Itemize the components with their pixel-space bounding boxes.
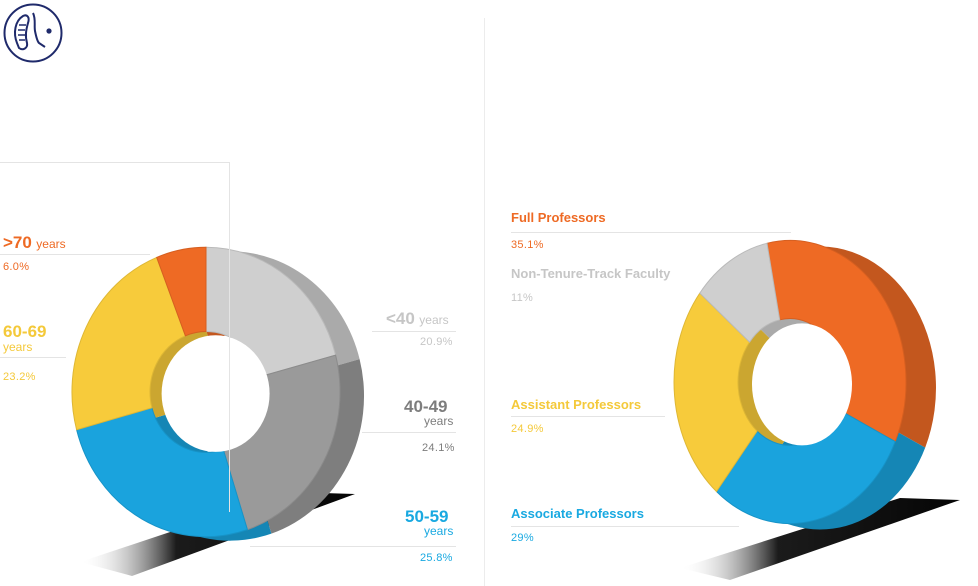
- panel-divider: [484, 18, 485, 586]
- label-60-69-unit: years: [3, 340, 33, 354]
- value-full-professors: 35.1%: [511, 239, 544, 251]
- label-full-professors: Full Professors: [511, 210, 606, 225]
- label-non-tenure-track: Non-Tenure-Track Faculty: [511, 266, 671, 281]
- guide-line: [511, 526, 739, 527]
- value-40-49: 24.1%: [422, 442, 455, 454]
- value-over-70: 6.0%: [3, 261, 30, 273]
- label-associate-professors: Associate Professors: [511, 506, 644, 521]
- label-under-40: <40 years: [386, 310, 449, 328]
- faculty-donut-chart: [673, 239, 936, 530]
- faces-profile-logo-icon: [3, 3, 63, 63]
- guide-line: [372, 331, 456, 332]
- label-over-70: >70 years: [3, 234, 66, 252]
- guide-line: [0, 357, 66, 358]
- guide-line: [229, 162, 230, 512]
- label-40-49-unit: years: [424, 414, 454, 428]
- label-unit: years: [419, 313, 449, 327]
- label-assistant-professors: Assistant Professors: [511, 397, 642, 412]
- donut-hole: [752, 323, 852, 446]
- value-60-69: 23.2%: [3, 371, 36, 383]
- guide-line: [0, 254, 150, 255]
- guide-line: [511, 416, 665, 417]
- age-donut-chart: [71, 246, 365, 541]
- value-assistant-professors: 24.9%: [511, 423, 544, 435]
- guide-line: [0, 162, 229, 163]
- label-50-59: 50-59: [405, 507, 449, 526]
- slice-over-70: [156, 246, 207, 337]
- slice-non-tenure-track: [699, 242, 781, 343]
- label-60-69: 60-69: [3, 322, 47, 341]
- guide-line: [250, 546, 456, 547]
- label-unit: years: [36, 237, 66, 251]
- label-main: >70: [3, 233, 32, 252]
- value-associate-professors: 29%: [511, 532, 534, 544]
- guide-line: [511, 232, 791, 233]
- label-main: <40: [386, 309, 415, 328]
- guide-line: [362, 432, 456, 433]
- slice-50-59: [75, 407, 249, 538]
- label-50-59-unit: years: [424, 524, 454, 538]
- value-under-40: 20.9%: [420, 336, 453, 348]
- donut-hole: [161, 335, 270, 452]
- slice-assistant-professors: [673, 292, 758, 493]
- value-50-59: 25.8%: [420, 552, 453, 564]
- slice-60-69: [71, 256, 187, 431]
- label-40-49: 40-49: [404, 397, 448, 416]
- right-chart-shadow: [680, 498, 960, 580]
- value-non-tenure-track: 11%: [511, 292, 534, 304]
